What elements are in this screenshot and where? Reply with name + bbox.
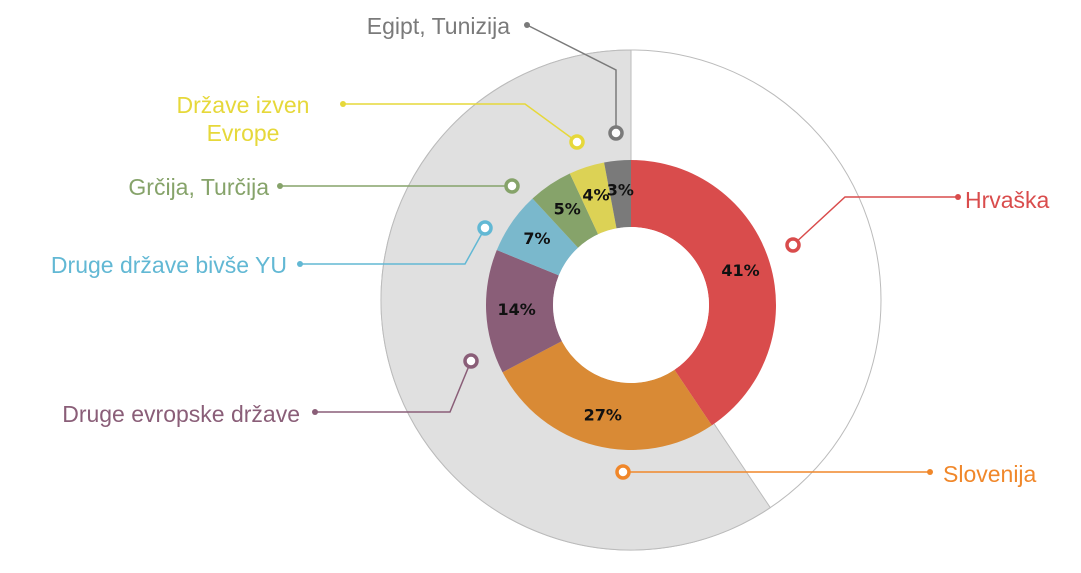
value-label: 3% <box>607 180 634 199</box>
value-label: 7% <box>523 229 550 248</box>
category-label: Hrvaška <box>965 187 1050 213</box>
leader-dot <box>504 178 520 194</box>
slice <box>532 173 599 248</box>
category-label: Druge države bivše YU <box>50 252 287 278</box>
leader-line <box>792 196 958 246</box>
leader-end <box>927 469 933 475</box>
value-label: 14% <box>497 300 535 319</box>
leader-end <box>297 261 303 267</box>
leader-end <box>312 409 318 415</box>
slice <box>604 160 631 229</box>
donut-hole <box>553 227 709 383</box>
slice <box>496 198 579 276</box>
category-label: Egipt, Tunizija <box>366 13 510 39</box>
leader-dot <box>569 134 585 150</box>
leader-dot <box>463 353 479 369</box>
category-label: Države izven Evrope <box>176 92 310 146</box>
leader-end <box>524 22 530 28</box>
value-label: 27% <box>584 405 622 424</box>
slice <box>502 341 712 450</box>
slice <box>569 162 617 235</box>
leader-dot <box>477 220 493 236</box>
leader-end <box>955 194 961 200</box>
leader-end <box>277 183 283 189</box>
value-label: 4% <box>582 185 609 204</box>
leader-line <box>300 227 486 265</box>
leader-line <box>526 24 617 133</box>
slice <box>631 160 776 426</box>
value-label: 5% <box>554 199 581 218</box>
category-label: Slovenija <box>943 461 1037 487</box>
leader-dot <box>615 464 631 480</box>
leader-line <box>343 103 578 143</box>
value-label: 41% <box>721 261 759 280</box>
leader-line <box>315 360 472 413</box>
leader-dot <box>785 237 801 253</box>
leader-end <box>340 101 346 107</box>
leader-dot <box>608 125 624 141</box>
category-label: Druge evropske države <box>62 401 300 427</box>
slice <box>486 250 562 373</box>
category-label: Grčija, Turčija <box>128 174 269 200</box>
